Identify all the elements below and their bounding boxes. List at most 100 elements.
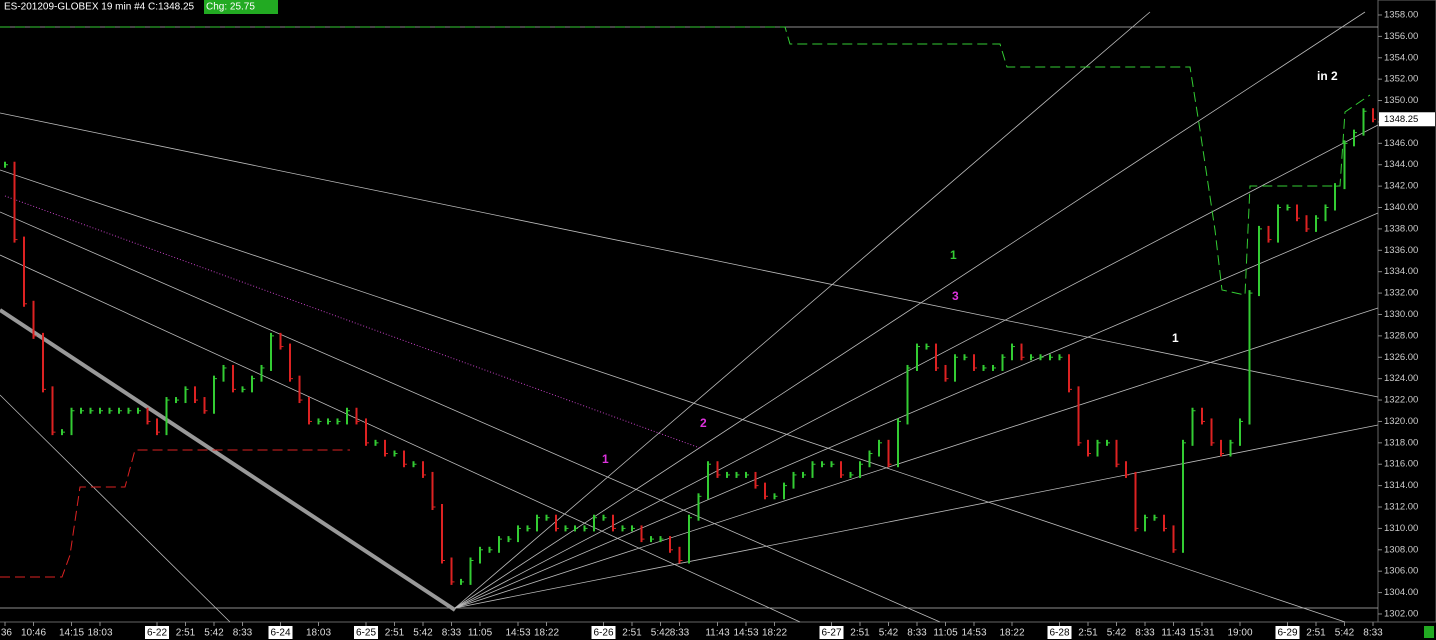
trend-line [0,169,1346,623]
y-tick-label: 1314.00 [1384,480,1418,491]
x-tick-label: 14:53 [505,628,530,639]
trend-line [4,195,701,449]
x-tick-label: 6-24 [270,628,290,639]
date-box [1047,626,1072,639]
y-tick-label: 1356.00 [1384,31,1418,42]
date-box [145,626,169,639]
x-tick-label: 8:33 [233,628,253,639]
annotation: in 2 [1317,69,1338,83]
y-tick-label: 1306.00 [1384,566,1418,577]
trend-line [0,112,1379,398]
x-tick-label: 2:51 [385,628,405,639]
x-tick-label: 5:42 [1107,628,1127,639]
trend-line [0,254,801,623]
last-price-box [1379,112,1435,127]
change-label: Chg: 25.75 [206,2,255,13]
x-tick-label: 14:15 [59,628,84,639]
x-tick-label: 18:22 [762,628,787,639]
y-tick-label: 1324.00 [1384,373,1418,384]
trend-line [454,11,1366,609]
x-tick-label: 5:42 [204,628,224,639]
date-box [1275,626,1300,639]
trend-line [0,308,457,612]
x-tick-label: 6-28 [1049,628,1069,639]
x-tick-label: 5:42 [879,628,899,639]
y-tick-label: 1322.00 [1384,395,1418,406]
annotation: 3 [952,289,959,303]
x-tick-label: 6-25 [356,628,376,639]
x-tick-label: 2:51 [1306,628,1326,639]
x-tick-label: 18:03 [306,628,331,639]
y-tick-label: 1318.00 [1384,437,1418,448]
x-tick-label: 2:51 [850,628,870,639]
x-tick-label: 15:31 [1189,628,1214,639]
y-tick-label: 1304.00 [1384,587,1418,598]
y-tick-label: 1346.00 [1384,138,1418,149]
x-tick-label: 8:33 [907,628,927,639]
x-tick-label: 8:33 [1135,628,1155,639]
last-price-label: 1348.25 [1384,114,1418,125]
annotation: 2 [700,416,707,430]
x-tick-label: 6-27 [821,628,841,639]
x-tick-label: 6-29 [1277,628,1297,639]
x-tick-label: :36 [0,628,12,639]
y-tick-label: 1326.00 [1384,352,1418,363]
price-bars [4,108,1376,585]
y-tick-label: 1344.00 [1384,159,1418,170]
x-tick-label: 11:43 [705,628,730,639]
y-tick-label: 1350.00 [1384,95,1418,106]
x-tick-label: 8:33 [670,628,690,639]
x-tick-label: 5:42 [413,628,433,639]
y-tick-label: 1328.00 [1384,330,1418,341]
trend-line [454,11,1151,609]
x-tick-label: 6-22 [147,628,167,639]
x-tick-label: 18:03 [87,628,112,639]
date-box [268,626,293,639]
y-tick-label: 1308.00 [1384,544,1418,555]
x-tick-label: 8:33 [1363,628,1383,639]
y-tick-label: 1352.00 [1384,74,1418,85]
y-tick-label: 1334.00 [1384,266,1418,277]
x-tick-label: 14:53 [733,628,758,639]
x-tick-label: 8:33 [442,628,462,639]
x-tick-label: 6-26 [593,628,613,639]
x-tick-label: 11:43 [1161,628,1186,639]
trend-line [454,307,1379,609]
y-tick-label: 1316.00 [1384,459,1418,470]
x-tick-label: 2:51 [1078,628,1098,639]
date-box [819,626,844,639]
x-tick-label: 2:51 [176,628,196,639]
annotation: 1 [1172,331,1179,345]
trend-line [454,424,1379,609]
x-tick-label: 19:00 [1227,628,1252,639]
x-tick-label: 11:05 [468,628,493,639]
change-box [204,0,278,14]
date-box [591,626,616,639]
y-tick-label: 1336.00 [1384,245,1418,256]
x-tick-label: 5:42 [651,628,671,639]
x-tick-label: 18:22 [999,628,1024,639]
x-tick-label: 2:51 [622,628,642,639]
y-tick-label: 1310.00 [1384,523,1418,534]
y-tick-label: 1330.00 [1384,309,1418,320]
price-axis [1377,0,1436,623]
y-tick-label: 1340.00 [1384,202,1418,213]
x-tick-label: 14:53 [961,628,986,639]
trend-line [0,394,231,623]
trend-line [0,211,941,623]
y-tick-label: 1312.00 [1384,502,1418,513]
indicator-line [0,26,1371,296]
x-tick-label: 10:46 [21,628,46,639]
y-tick-label: 1354.00 [1384,52,1418,63]
x-tick-label: 5:42 [1335,628,1355,639]
y-tick-label: 1320.00 [1384,416,1418,427]
date-box [354,626,378,639]
y-tick-label: 1358.00 [1384,9,1418,20]
annotation: 1 [602,452,609,466]
annotation: 1 [950,248,957,262]
y-tick-label: 1342.00 [1384,181,1418,192]
indicator-line [0,449,350,578]
